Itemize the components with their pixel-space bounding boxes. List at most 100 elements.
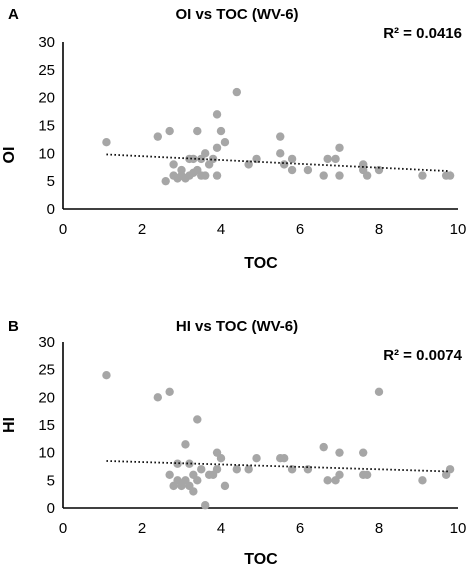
panel-a-data-point (232, 87, 241, 97)
panel-a-x-tick-label: 4 (217, 221, 225, 238)
panel-a-data-point (208, 154, 218, 164)
panel-a-trendline (106, 153, 451, 173)
panel-a-x-ticks: 0 2 4 6 8 10 (59, 221, 467, 238)
panel-a-data-point (287, 154, 297, 164)
panel-a-title: OI vs TOC (WV-6) (175, 6, 298, 23)
panel-a-data-point (323, 154, 332, 164)
panel-a-data-point (189, 154, 198, 164)
panel-a-data-point (161, 176, 170, 186)
panel-b-data-point (319, 442, 328, 452)
panel-b-data-point (418, 476, 427, 485)
panel-b-data-point (185, 459, 194, 468)
panel-b-data-point (153, 393, 162, 402)
panel-b-data-point (335, 470, 344, 479)
panel-a-data-point (201, 171, 210, 180)
panel-a-data-point (335, 143, 344, 152)
panel-a-data-point (287, 165, 297, 175)
panel-a-data-point (276, 149, 285, 158)
panel-b-data-point (197, 465, 206, 474)
panel-b-points (102, 371, 455, 510)
panel-b-data-point (165, 470, 174, 479)
panel-b-title: HI vs TOC (WV-6) (176, 318, 298, 335)
panel-a-data-point (280, 160, 289, 169)
panel-b-data-point (244, 465, 253, 474)
panel-b-r2: R² = 0.0074 (383, 347, 462, 364)
panel-a-data-point (362, 171, 372, 180)
panel-b-data-point (216, 454, 226, 463)
panel-b-data-point (201, 501, 210, 510)
panel-a-y-tick-label: 15 (38, 118, 55, 135)
panel-b-y-tick-label: 30 (38, 334, 55, 351)
panel-a-data-point (335, 171, 344, 180)
panel-a-x-tick-label: 6 (296, 221, 304, 238)
panel-a-x-tick-label: 0 (59, 221, 67, 238)
panel-b-x-axis-label: TOC (244, 551, 278, 568)
panel-b-letter: B (8, 318, 19, 335)
panel-b-data-point (335, 448, 344, 457)
panel-b-data-point (102, 371, 111, 380)
panel-b-data-point (359, 448, 368, 457)
panel-b-data-point (445, 465, 455, 474)
panel-a-y-axis-label: OI (1, 147, 18, 164)
panel-a-y-tick-label: 0 (47, 201, 55, 218)
panel-b-y-tick-label: 15 (38, 417, 55, 434)
panel-a-data-point (165, 126, 174, 136)
panel-a-data-point (319, 171, 328, 180)
panel-b-y-tick-label: 5 (47, 472, 55, 489)
panel-a-data-point (201, 149, 210, 158)
panel-a-data-point (303, 165, 313, 175)
panel-a-data-point (212, 143, 222, 152)
panel-a-data-point (193, 126, 202, 136)
panel-b-y-ticks: 0 5 10 15 20 25 30 (38, 334, 55, 517)
panel-b-data-point (165, 387, 174, 396)
panel-b-data-point (374, 387, 384, 396)
panel-b-x-tick-label: 0 (59, 520, 67, 537)
panel-a-data-point (331, 154, 340, 164)
panel-b-data-point (181, 440, 190, 449)
panel-b-x-tick-label: 4 (217, 520, 225, 537)
panel-b-y-tick-label: 20 (38, 389, 55, 406)
panel-b-y-tick-label: 25 (38, 362, 55, 379)
panel-a-data-point (212, 110, 222, 119)
panel-a-data-point (244, 160, 253, 169)
panel-b-data-point (220, 481, 230, 491)
panel-a-data-point (220, 138, 230, 147)
panel-b-y-tick-label: 0 (47, 500, 55, 517)
panel-b-data-point (303, 465, 313, 474)
panel-b-data-point (193, 415, 202, 424)
panel-b-x-tick-label: 8 (375, 520, 383, 537)
panel-a-y-tick-label: 5 (47, 173, 55, 190)
panel-b-data-point (280, 454, 289, 463)
panel-b-data-point (189, 487, 198, 496)
panel-b-x-tick-label: 2 (138, 520, 146, 537)
panel-a-y-tick-label: 20 (38, 90, 55, 107)
panel-a-data-point (153, 132, 162, 141)
panel-a-x-tick-label: 8 (375, 221, 383, 238)
panel-a-data-point (177, 165, 186, 175)
panel-a-points (102, 87, 455, 186)
panel-b-trendline (106, 460, 451, 473)
panel-b-y-tick-label: 10 (38, 445, 55, 462)
panel-b-data-point (287, 465, 297, 474)
panel-a-data-point (418, 171, 427, 180)
panel-a-data-point (276, 132, 285, 141)
panel-b-data-point (362, 470, 372, 479)
panel-a-y-ticks: 0 5 10 15 20 25 30 (38, 34, 55, 218)
panel-b-x-ticks: 0 2 4 6 8 10 (59, 520, 467, 537)
panel-a-data-point (374, 165, 384, 175)
panel-b-data-point (232, 465, 241, 474)
panel-a-data-point (169, 160, 178, 169)
panel-a-data-point (445, 171, 455, 180)
panel-a-x-tick-label: 2 (138, 221, 146, 238)
panel-b-data-point (323, 476, 332, 485)
panel-b-data-point (193, 476, 202, 485)
panel-a-y-tick-label: 10 (38, 145, 55, 162)
panel-a-data-point (216, 126, 226, 136)
panel-b-y-axis-label: HI (1, 417, 18, 433)
panel-b-x-tick-label: 6 (296, 520, 304, 537)
panel-a-r2: R² = 0.0416 (383, 25, 462, 42)
panel-b-data-point (212, 465, 222, 474)
panel-a-letter: A (8, 6, 19, 23)
panel-a: A OI vs TOC (WV-6) R² = 0.0416 OI TOC 0 5… (1, 6, 466, 272)
